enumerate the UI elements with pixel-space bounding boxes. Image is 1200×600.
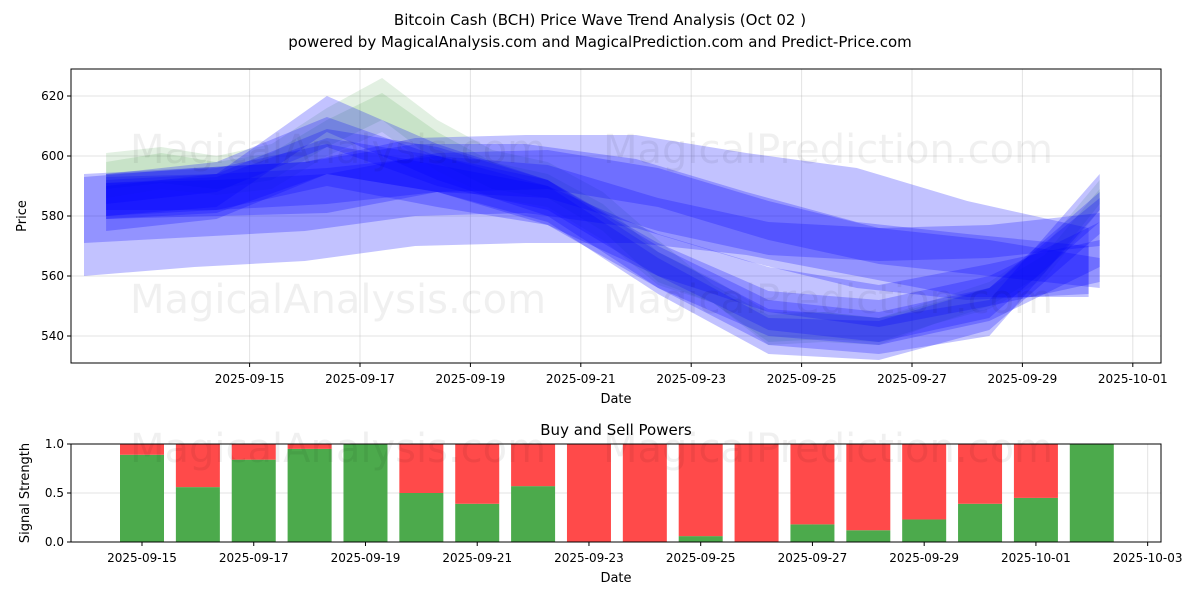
signal-y-ticks: 0.0 0.5 1.0 bbox=[45, 437, 71, 549]
price-y-tick-label: 580 bbox=[41, 209, 64, 223]
signal-x-tick-label: 2025-09-29 bbox=[889, 551, 959, 565]
sell-bar bbox=[511, 444, 556, 487]
green-wave-band bbox=[106, 93, 1100, 342]
price-x-tick-label: 2025-09-23 bbox=[656, 372, 726, 386]
signal-x-ticks: 2025-09-15 2025-09-17 2025-09-19 2025-09-21… bbox=[107, 542, 1183, 565]
main-chart-title: Bitcoin Cash (BCH) Price Wave Trend Anal… bbox=[394, 11, 806, 29]
buy-bar bbox=[902, 519, 947, 542]
buy-bar bbox=[455, 503, 500, 542]
price-y-tick-label: 540 bbox=[41, 329, 64, 343]
buy-bar bbox=[1069, 444, 1114, 542]
sell-bar bbox=[734, 444, 779, 542]
signal-x-tick-label: 2025-10-01 bbox=[1001, 551, 1071, 565]
blue-wave-band bbox=[106, 156, 1100, 261]
price-chart-grid bbox=[71, 69, 1161, 363]
price-x-axis-label: Date bbox=[600, 392, 631, 407]
sell-bar bbox=[622, 444, 667, 542]
sell-bar bbox=[120, 444, 164, 455]
buy-bar bbox=[231, 459, 276, 542]
signal-y-tick-label: 0.0 bbox=[45, 535, 64, 549]
buy-bar bbox=[120, 454, 164, 542]
blue-wave-band bbox=[84, 144, 1089, 300]
price-y-ticks: 540 560 580 600 620 bbox=[41, 89, 71, 343]
sell-bar bbox=[790, 444, 835, 525]
blue-wave-band bbox=[106, 117, 1100, 342]
buy-bar bbox=[511, 486, 556, 542]
price-x-tick-label: 2025-09-25 bbox=[767, 372, 837, 386]
price-x-tick-label: 2025-09-15 bbox=[215, 372, 285, 386]
price-x-tick-label: 2025-09-17 bbox=[325, 372, 395, 386]
blue-wave-band bbox=[106, 129, 1100, 345]
blue-wave-band bbox=[106, 144, 1100, 327]
sell-bar bbox=[231, 444, 276, 460]
signal-y-axis-label: Signal Strength bbox=[18, 443, 33, 543]
signal-x-tick-label: 2025-10-03 bbox=[1113, 551, 1183, 565]
blue-wave-band bbox=[84, 135, 1089, 297]
signal-y-tick-label: 1.0 bbox=[45, 437, 64, 451]
price-chart: MagicalAnalysis.com MagicalPrediction.co… bbox=[15, 68, 1168, 407]
signal-x-tick-label: 2025-09-27 bbox=[778, 551, 848, 565]
watermark-text: MagicalPrediction.com bbox=[603, 277, 1053, 323]
buy-bar bbox=[790, 524, 835, 542]
signal-chart: Buy and Sell Powers MagicalAnalysis.com … bbox=[18, 421, 1183, 586]
sell-bar bbox=[455, 444, 500, 504]
sell-bar bbox=[846, 444, 891, 531]
buy-bar bbox=[1013, 497, 1058, 542]
price-x-tick-label: 2025-09-29 bbox=[988, 372, 1058, 386]
buy-bar bbox=[175, 487, 220, 542]
sell-bar bbox=[399, 444, 444, 493]
blue-wave-band bbox=[106, 150, 1100, 288]
price-x-tick-label: 2025-10-01 bbox=[1098, 372, 1168, 386]
signal-x-tick-label: 2025-09-17 bbox=[219, 551, 289, 565]
green-wave-band bbox=[106, 78, 1100, 345]
watermark-text: MagicalPrediction.com bbox=[603, 127, 1053, 173]
main-chart-subtitle: powered by MagicalAnalysis.com and Magic… bbox=[288, 33, 912, 51]
signal-x-tick-label: 2025-09-25 bbox=[666, 551, 736, 565]
signal-x-axis-label: Date bbox=[600, 571, 631, 586]
signal-x-tick-label: 2025-09-21 bbox=[442, 551, 512, 565]
watermark-text: MagicalAnalysis.com bbox=[130, 426, 546, 472]
buy-bar bbox=[399, 493, 444, 542]
signal-x-tick-label: 2025-09-15 bbox=[107, 551, 177, 565]
price-wave-bands bbox=[84, 78, 1100, 360]
sell-bar bbox=[287, 444, 332, 449]
watermark-text: MagicalAnalysis.com bbox=[130, 277, 546, 323]
price-y-tick-label: 620 bbox=[41, 89, 64, 103]
buy-bar bbox=[678, 536, 723, 542]
buy-bar bbox=[287, 448, 332, 542]
signal-x-tick-label: 2025-09-23 bbox=[554, 551, 624, 565]
price-x-tick-label: 2025-09-27 bbox=[877, 372, 947, 386]
buy-bar bbox=[343, 444, 388, 542]
signal-bars bbox=[120, 444, 1114, 542]
sell-bar bbox=[566, 444, 611, 542]
price-y-tick-label: 560 bbox=[41, 269, 64, 283]
price-x-tick-label: 2025-09-21 bbox=[546, 372, 616, 386]
signal-y-tick-label: 0.5 bbox=[45, 486, 64, 500]
sell-bar bbox=[1013, 444, 1058, 498]
price-y-axis-label: Price bbox=[15, 200, 30, 232]
signal-chart-watermarks: MagicalAnalysis.com MagicalPrediction.co… bbox=[130, 426, 1053, 472]
blue-wave-band bbox=[106, 138, 1100, 360]
price-x-tick-label: 2025-09-19 bbox=[436, 372, 506, 386]
sell-bar bbox=[175, 444, 220, 488]
buy-bar bbox=[846, 530, 891, 542]
sell-bar bbox=[678, 444, 723, 537]
buy-bar bbox=[958, 503, 1003, 542]
watermark-text: MagicalAnalysis.com bbox=[130, 127, 546, 173]
watermark-text: MagicalPrediction.com bbox=[603, 426, 1053, 472]
price-chart-watermarks: MagicalAnalysis.com MagicalPrediction.co… bbox=[130, 127, 1053, 323]
sell-bar bbox=[902, 444, 947, 520]
sell-bar bbox=[958, 444, 1003, 504]
signal-x-tick-label: 2025-09-19 bbox=[331, 551, 401, 565]
blue-wave-band bbox=[106, 96, 1100, 354]
signal-chart-title: Buy and Sell Powers bbox=[540, 421, 692, 439]
price-x-ticks: 2025-09-15 2025-09-17 2025-09-19 2025-09-21… bbox=[215, 363, 1168, 386]
price-y-tick-label: 600 bbox=[41, 149, 64, 163]
